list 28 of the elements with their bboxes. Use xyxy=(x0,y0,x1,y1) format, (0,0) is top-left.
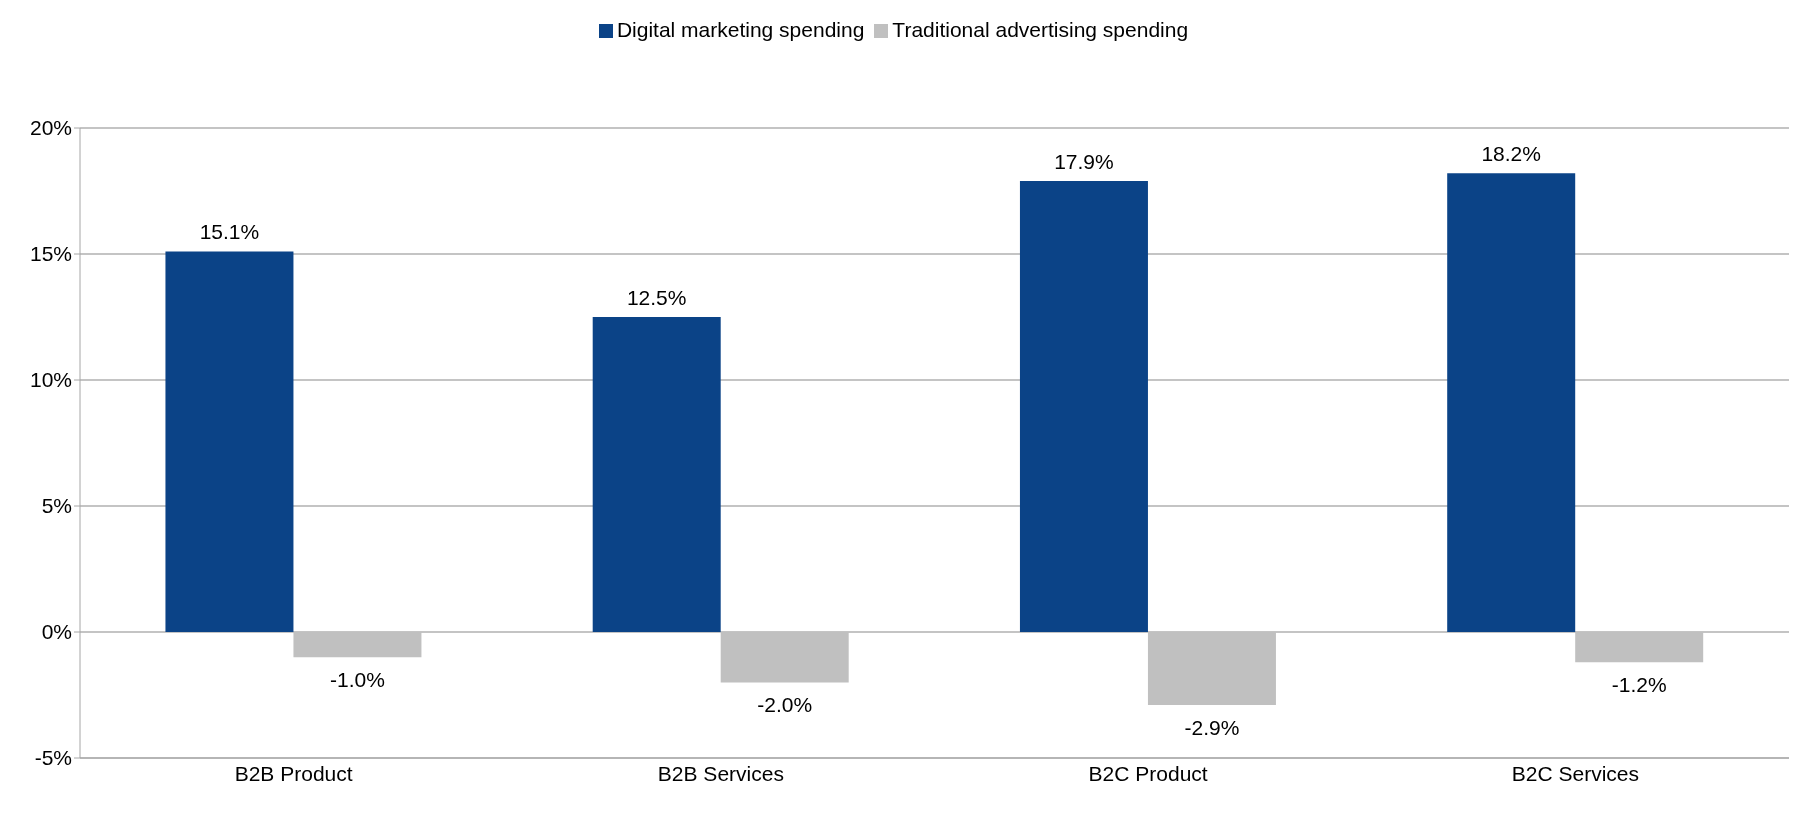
legend-label: Traditional advertising spending xyxy=(892,18,1189,41)
data-label: 15.1% xyxy=(199,220,260,244)
bar xyxy=(1019,180,1148,632)
data-label: -2.9% xyxy=(1184,716,1240,740)
y-tick-label: 10% xyxy=(29,368,72,392)
data-label: -1.0% xyxy=(330,668,385,692)
x-tick-label: B2B Product xyxy=(234,761,353,785)
y-tick-label: 0% xyxy=(41,620,72,644)
bar xyxy=(293,632,422,658)
data-label: -2.0% xyxy=(757,693,813,717)
y-tick-label: 15% xyxy=(29,242,72,266)
y-tick-label: 5% xyxy=(41,494,72,518)
x-tick-label: B2B Services xyxy=(657,761,784,785)
x-tick-label: B2C Services xyxy=(1511,761,1639,785)
y-tick-label: 20% xyxy=(29,116,72,140)
x-tick-label: B2C Product xyxy=(1088,761,1208,785)
bar xyxy=(720,632,849,683)
bar xyxy=(592,317,721,632)
data-label: -1.2% xyxy=(1611,673,1667,697)
bar xyxy=(165,251,294,632)
data-label: 12.5% xyxy=(626,286,687,309)
bar xyxy=(1147,632,1276,706)
legend-label: Digital marketing spending xyxy=(616,18,865,41)
data-label: 18.2% xyxy=(1481,142,1541,166)
bar xyxy=(1447,173,1576,632)
y-tick-label: -5% xyxy=(34,746,72,770)
bar xyxy=(1575,632,1704,663)
data-label: 17.9% xyxy=(1054,149,1114,173)
